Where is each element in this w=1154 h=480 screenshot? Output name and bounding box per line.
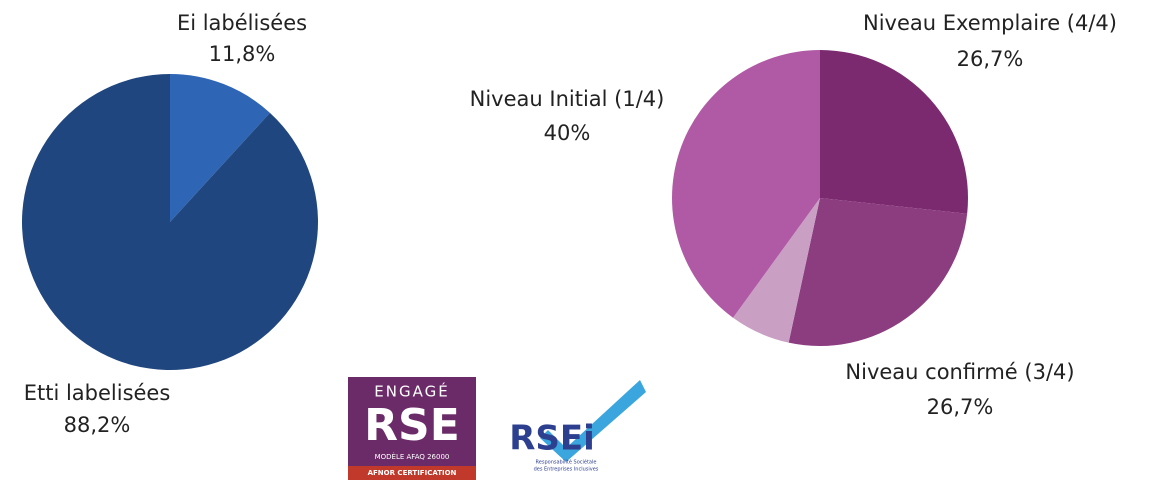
slice-label: Ei labélisées <box>177 11 307 35</box>
slice-value-label: 40% <box>544 121 591 145</box>
pie-slice <box>170 74 270 222</box>
logo-rsei: RSEi Responsabilité Sociétale des Entrep… <box>509 380 646 473</box>
logo-text: MODÈLE AFAQ 26000 <box>375 452 450 461</box>
logo-engage-rse: ENGAGÉ RSE MODÈLE AFAQ 26000 AFNOR CERTI… <box>348 377 476 480</box>
slice-label: Etti labelisées <box>24 381 171 405</box>
slice-value-label: 88,2% <box>64 413 131 437</box>
slice-value-label: 26,7% <box>957 47 1024 71</box>
pie-slice <box>21 74 318 370</box>
slice-label: Niveau Initial (1/4) <box>470 87 665 111</box>
logo-text: ENGAGÉ <box>374 382 449 401</box>
logo-text: RSEi <box>509 419 595 459</box>
logo-check <box>540 380 646 462</box>
slice-label: Niveau Exemplaire (4/4) <box>863 11 1117 35</box>
logo-band <box>348 466 476 480</box>
pie-slice <box>672 50 820 318</box>
logo-text: Responsabilité Sociétale <box>536 459 597 466</box>
pie-slice <box>820 50 968 214</box>
slice-value-label: 11,8% <box>209 42 276 66</box>
logo-box <box>348 377 476 480</box>
logo-text: des Entreprises Inclusives <box>534 467 599 473</box>
logo-text: AFNOR CERTIFICATION <box>368 469 457 477</box>
logo-text: RSE <box>364 400 460 451</box>
pie-slice <box>733 198 820 343</box>
pie-slice <box>788 198 968 346</box>
slice-value-label: 26,7% <box>927 395 994 419</box>
slice-label: Niveau confirmé (3/4) <box>845 360 1074 384</box>
